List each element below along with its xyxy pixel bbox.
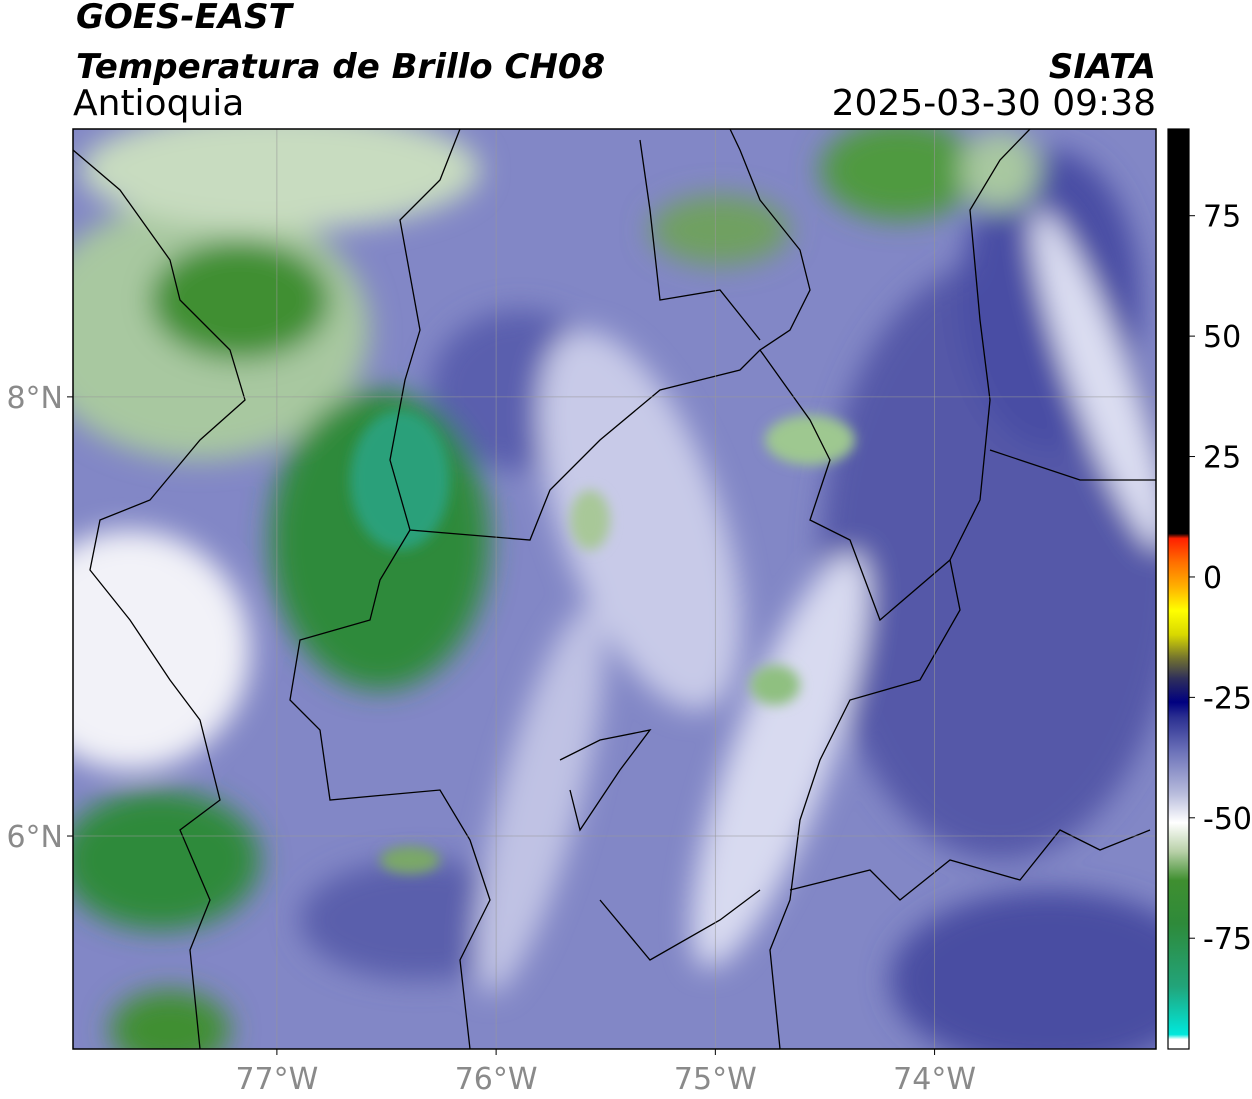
- colorbar-tick-label: -75: [1203, 922, 1252, 957]
- x-tick-label: 75°W: [674, 1062, 757, 1097]
- subtitle: Temperatura de Brillo CH08: [76, 47, 605, 87]
- x-tick-label: 74°W: [893, 1062, 976, 1097]
- y-tick-label: 8°N: [6, 381, 63, 416]
- colorbar: [1167, 128, 1190, 1050]
- colorbar-tick-label: 0: [1203, 561, 1222, 596]
- y-tick-label: 6°N: [6, 820, 63, 855]
- title: GOES-EAST: [76, 0, 295, 37]
- source: SIATA: [1049, 47, 1156, 87]
- map-frame: [72, 128, 1157, 1050]
- boundaries: [73, 129, 1156, 1049]
- region: Antioquia: [73, 83, 244, 124]
- colorbar-tick-label: -25: [1203, 681, 1252, 716]
- x-tick-label: 77°W: [235, 1062, 318, 1097]
- colorbar-tick-label: 50: [1203, 320, 1241, 355]
- satellite-image: [73, 129, 1156, 1049]
- colorbar-tick-label: -50: [1203, 802, 1252, 837]
- colorbar-tick-label: 75: [1203, 200, 1241, 235]
- datetime: 2025-03-30 09:38: [832, 83, 1156, 124]
- x-tick-label: 76°W: [455, 1062, 538, 1097]
- colorbar-tick-label: 25: [1203, 441, 1241, 476]
